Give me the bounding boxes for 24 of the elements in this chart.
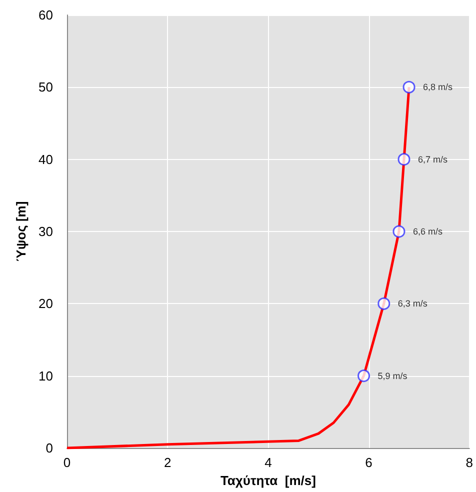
y-tick-label: 10: [38, 368, 53, 384]
y-tick-label: 50: [38, 80, 53, 95]
x-tick-label: 8: [466, 455, 473, 470]
y-tick-label: 60: [38, 8, 53, 22]
point: [402, 80, 416, 94]
y-tick-label: 30: [38, 224, 53, 239]
point: [398, 153, 410, 166]
y-tick-label: 20: [38, 296, 53, 312]
annotation: 6,7 m/s: [418, 154, 448, 164]
y-axis-title: Ύψος [m]: [14, 201, 29, 262]
x-tick-label: 6: [365, 455, 372, 470]
annotation: 6,8 m/s: [423, 82, 454, 92]
annotation: 6,3 m/s: [398, 298, 428, 309]
y-tick-label: 0: [46, 440, 53, 456]
annotation: 5,9 m/s: [378, 370, 408, 381]
x-axis-title: Ταχύτητα [m/s]: [220, 472, 316, 488]
x-tick-label: 4: [264, 455, 272, 470]
point: [378, 297, 390, 310]
point: [358, 370, 370, 382]
y-tick-label: 40: [38, 152, 53, 167]
x-tick-label: 2: [164, 455, 172, 470]
point: [392, 225, 406, 238]
x-tick-label: 0: [63, 455, 71, 470]
annotation: 6,6 m/s: [412, 226, 443, 236]
